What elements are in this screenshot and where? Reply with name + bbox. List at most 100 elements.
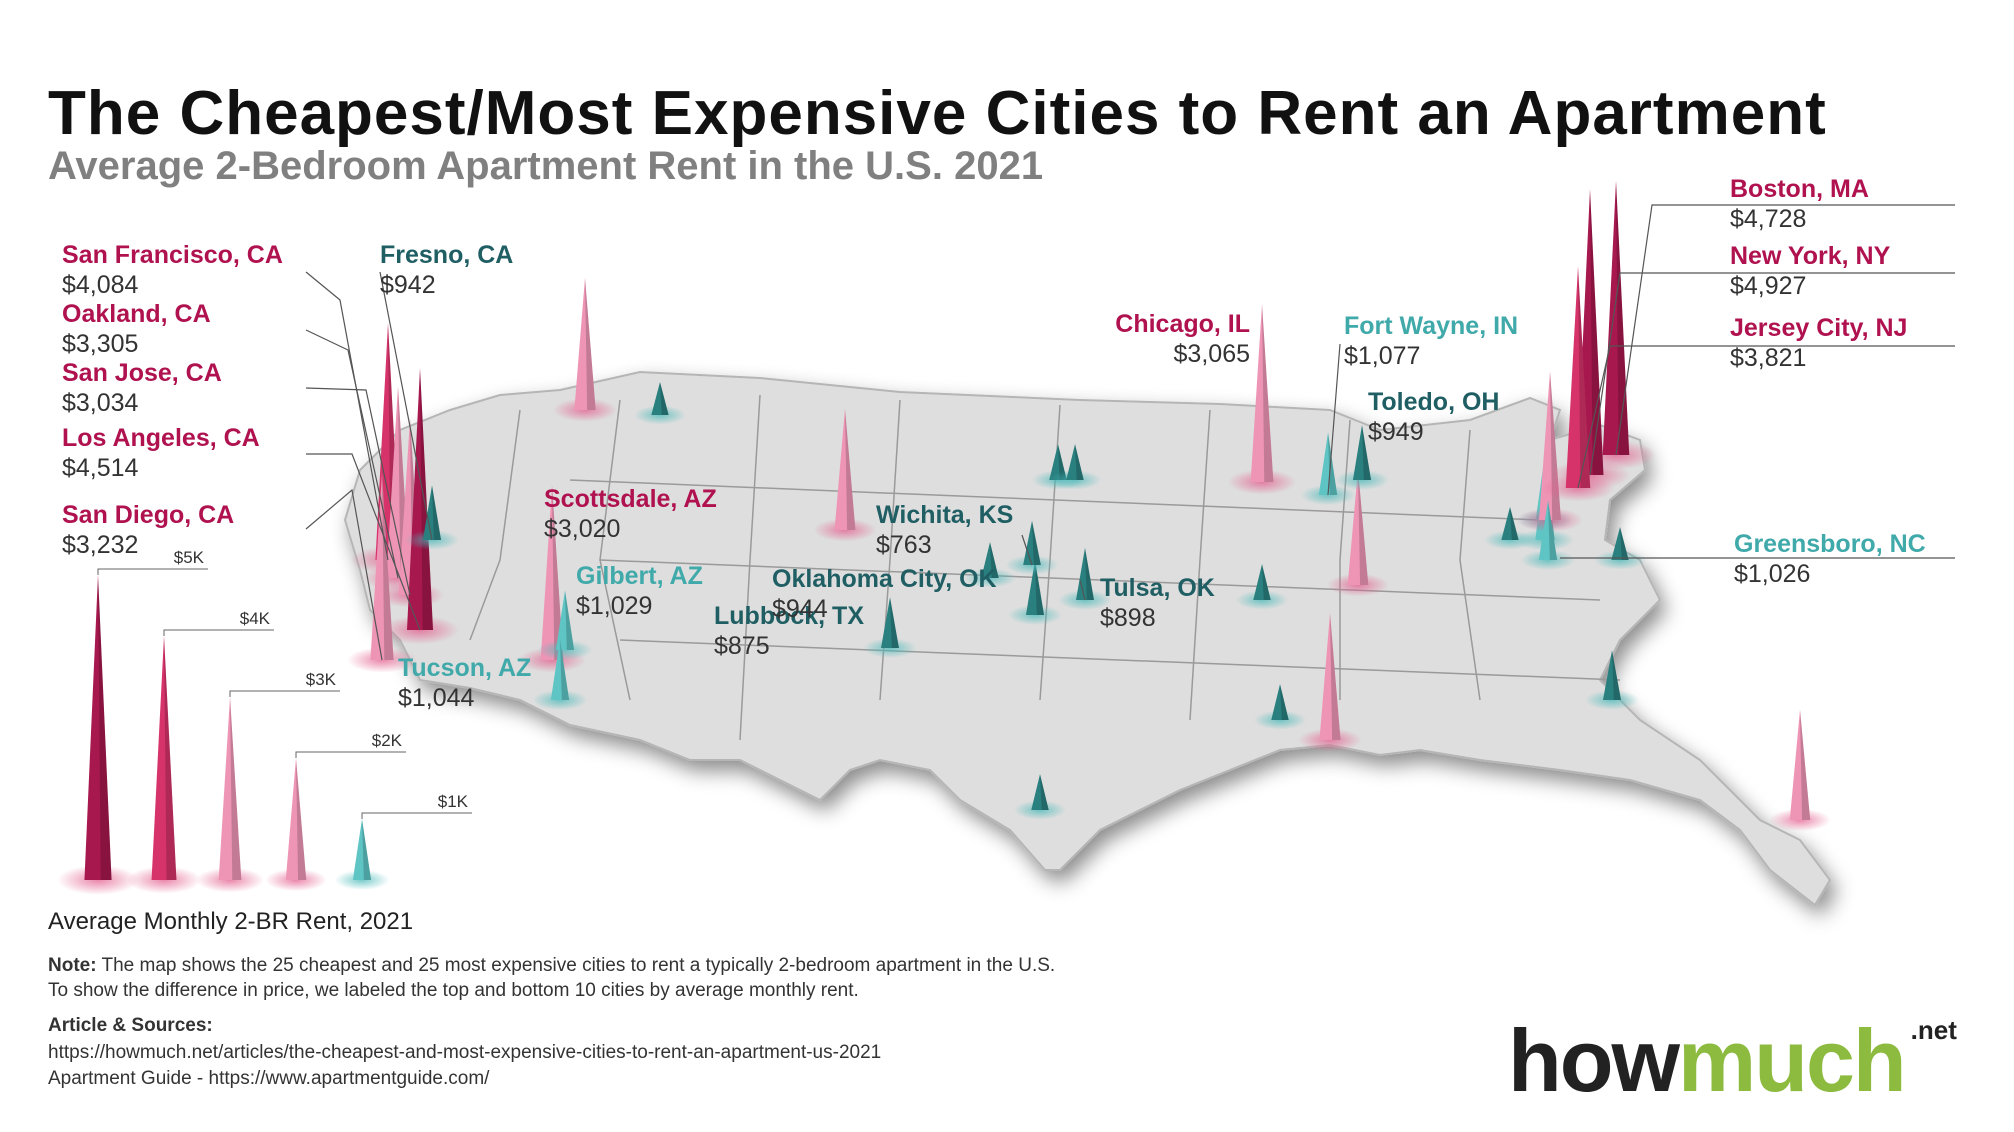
legend-label--k: $2K	[372, 731, 403, 750]
rent-scottsdale-az: $3,020	[544, 515, 620, 543]
spike-other-17-shade	[1040, 774, 1049, 810]
leader-tulsa-ok	[1079, 579, 1086, 601]
leader-jersey-city-nj	[1577, 345, 1955, 489]
spike-other-2-cone	[651, 381, 669, 415]
spike-other-5-cone	[1066, 444, 1084, 480]
label-lubbock-tx: Lubbock, TX	[714, 602, 864, 630]
leader-los-angeles-ca	[306, 453, 421, 631]
label-scottsdale-az: Scottsdale, AZ	[544, 485, 717, 513]
spike-los-angeles-ca-shade	[420, 368, 434, 630]
label-gilbert-az: Gilbert, AZ	[576, 562, 703, 590]
spike-other-12-cone	[1501, 506, 1519, 540]
rent-san-francisco-ca: $4,084	[62, 271, 139, 299]
leader-fort-wayne-in	[1327, 343, 1341, 496]
spike-wichita-ks-cone	[1023, 520, 1041, 565]
spike-other-18-shade	[990, 542, 999, 578]
spike-oklahoma-city-ok	[1007, 560, 1063, 625]
spike-other-9-cone	[1253, 564, 1271, 600]
spike-other-11-cone	[1319, 613, 1341, 740]
spike-other-12-shade	[1510, 506, 1519, 540]
rent-boston-ma: $4,728	[1730, 205, 1806, 233]
spike-other-3-cone	[834, 408, 856, 530]
spike-other-19-shade	[1800, 709, 1811, 820]
note: Note: The map shows the 25 cheapest and …	[48, 953, 1348, 1003]
source-link-article[interactable]: https://howmuch.net/articles/the-cheapes…	[48, 1042, 882, 1063]
rent-wichita-ks: $763	[876, 531, 932, 559]
rent-tucson-az: $1,044	[398, 684, 475, 712]
spike-greensboro-nc	[1520, 500, 1576, 571]
leader-san-francisco-ca	[305, 271, 389, 561]
legend-spike--k	[196, 697, 264, 893]
rent-gilbert-az: $1,029	[576, 592, 652, 620]
spike-other-11	[1298, 613, 1362, 752]
page-title: The Cheapest/Most Expensive Cities to Re…	[48, 79, 1827, 148]
spike-tucson-az-shade	[560, 639, 570, 700]
spike-other-16	[1585, 650, 1639, 710]
label-wichita-ks: Wichita, KS	[876, 501, 1013, 529]
spike-toledo-oh-cone	[1352, 424, 1372, 480]
spike-other-5	[1048, 444, 1102, 490]
leader-lines	[305, 204, 1955, 661]
spike-jersey-city-nj-cone	[1565, 266, 1591, 488]
spike-other-9-shade	[1262, 564, 1271, 600]
spike-other-15-shade	[1620, 526, 1629, 560]
label-san-francisco-ca: San Francisco, CA	[62, 241, 283, 269]
spike-fort-wayne-in-cone	[1318, 432, 1338, 495]
spike-jersey-city-nj-shade	[1578, 266, 1591, 488]
page-subtitle: Average 2-Bedroom Apartment Rent in the …	[48, 144, 1044, 188]
leader-oakland-ca	[305, 329, 399, 579]
spike-other-5-shade	[1075, 444, 1084, 480]
legend-scale: $5K $4K $3K $2K $1K	[57, 548, 472, 895]
legend-spike--k-cone	[352, 819, 372, 880]
spike-other-18	[963, 542, 1017, 588]
spike-greensboro-nc-cone	[1538, 500, 1558, 560]
spike-gilbert-az	[537, 590, 593, 661]
legend-spike--k	[126, 636, 202, 894]
legend-label--k: $3K	[306, 670, 337, 689]
rent-greensboro-nc: $1,026	[1734, 560, 1810, 588]
legend-spike--k	[57, 575, 139, 895]
label-san-jose-ca: San Jose, CA	[62, 359, 222, 387]
legend-spike--k-cone	[218, 697, 242, 880]
spike-scottsdale-az-shade	[552, 484, 564, 660]
legend-tick--k	[361, 812, 472, 819]
rent-los-angeles-ca: $4,514	[62, 454, 139, 482]
spike-toledo-oh	[1334, 424, 1390, 490]
spike-scottsdale-az-cone	[540, 484, 564, 660]
spike-other-1-cone	[574, 277, 596, 410]
label-jersey-city-nj: Jersey City, NJ	[1730, 314, 1907, 342]
spike-other-1-shade	[585, 277, 596, 410]
leader-san-jose-ca	[305, 387, 411, 596]
spike-other-8-cone	[1347, 469, 1369, 585]
spike-chicago-il	[1227, 304, 1297, 495]
spike-tulsa-ok	[1058, 547, 1112, 610]
howmuch-logo: howmuch .net	[1508, 1010, 1957, 1112]
source-link-apartmentguide[interactable]: Apartment Guide - https://www.apartmentg…	[48, 1068, 490, 1089]
legend-tick--k	[97, 568, 208, 575]
logo-how: how	[1508, 1011, 1680, 1110]
rent-chicago-il: $3,065	[1174, 340, 1250, 368]
legend-spike--k-shade	[98, 575, 112, 880]
legend-spike--k-cone	[84, 575, 112, 880]
rent-oakland-ca: $3,305	[62, 330, 138, 358]
rent-toledo-oh: $949	[1368, 418, 1424, 446]
label-oklahoma-city-ok: Oklahoma City, OK	[772, 565, 997, 593]
spike-other-18-cone	[981, 542, 999, 578]
label-greensboro-nc: Greensboro, NC	[1734, 530, 1926, 558]
spike-san-diego-ca-cone	[370, 472, 394, 660]
spike-oklahoma-city-ok-shade	[1035, 560, 1045, 615]
spike-other-17	[1013, 774, 1067, 820]
spike-fresno-ca-cone	[422, 485, 442, 540]
label-fresno-ca: Fresno, CA	[380, 241, 513, 269]
note-line-1: The map shows the 25 cheapest and 25 mos…	[101, 955, 1056, 976]
legend-spike--k-shade	[230, 697, 242, 880]
spike-oklahoma-city-ok-cone	[1025, 560, 1045, 615]
spike-other-16-shade	[1612, 650, 1621, 700]
rent-oklahoma-city-ok: $944	[772, 595, 828, 623]
rent-fresno-ca: $942	[380, 271, 436, 299]
spike-other-2-shade	[660, 381, 669, 415]
spike-other-11-shade	[1330, 613, 1341, 740]
spike-other-4-cone	[1049, 444, 1067, 480]
